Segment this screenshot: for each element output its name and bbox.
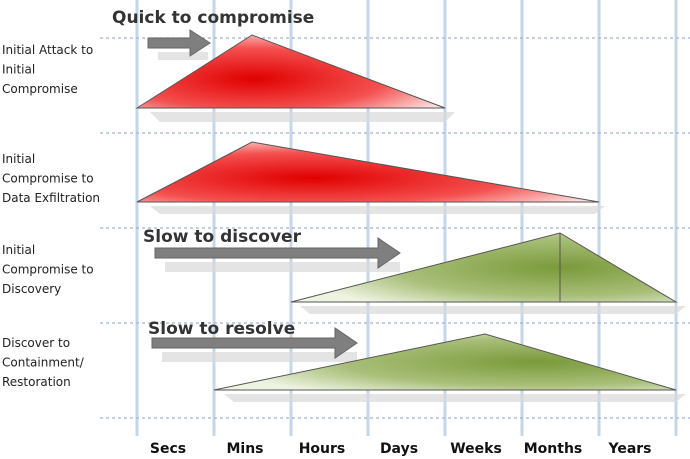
triangles xyxy=(135,34,678,391)
shadows xyxy=(150,52,686,402)
axis-label: Years xyxy=(607,441,651,457)
triangle xyxy=(135,34,446,109)
axis-label: Hours xyxy=(299,441,346,457)
row-label: Discovery xyxy=(2,282,61,296)
axis-label: Secs xyxy=(150,441,186,457)
axis-label: Days xyxy=(380,441,418,457)
triangle xyxy=(213,333,677,391)
row-label: Initial xyxy=(2,243,35,257)
row-label: Compromise to xyxy=(2,172,94,186)
triangle xyxy=(136,141,600,203)
row-label: Initial Attack to xyxy=(2,43,93,57)
row-label: Initial xyxy=(2,152,35,166)
arrow xyxy=(147,29,211,57)
arrow xyxy=(151,327,358,359)
row-label: Restoration xyxy=(2,375,71,389)
axis-label: Mins xyxy=(226,441,263,457)
arrow xyxy=(154,237,401,269)
annotation: Quick to compromise xyxy=(112,8,314,28)
annotation: Slow to resolve xyxy=(148,319,295,339)
row-label: Compromise to xyxy=(2,263,94,277)
row-label: Initial xyxy=(2,63,35,77)
row-label: Containment/ xyxy=(2,356,85,370)
row-labels: Initial Attack to Initial Compromise Initia… xyxy=(2,43,100,389)
time-axis: Secs Mins Hours Days Weeks Months Years xyxy=(150,441,652,457)
arrows xyxy=(147,29,401,359)
axis-label: Weeks xyxy=(450,441,502,457)
row-label: Compromise xyxy=(2,82,78,96)
row-label: Discover to xyxy=(2,336,70,350)
annotation: Slow to discover xyxy=(143,227,302,247)
axis-label: Months xyxy=(524,441,583,457)
row-label: Data Exfiltration xyxy=(2,191,100,205)
triangle xyxy=(290,232,678,303)
